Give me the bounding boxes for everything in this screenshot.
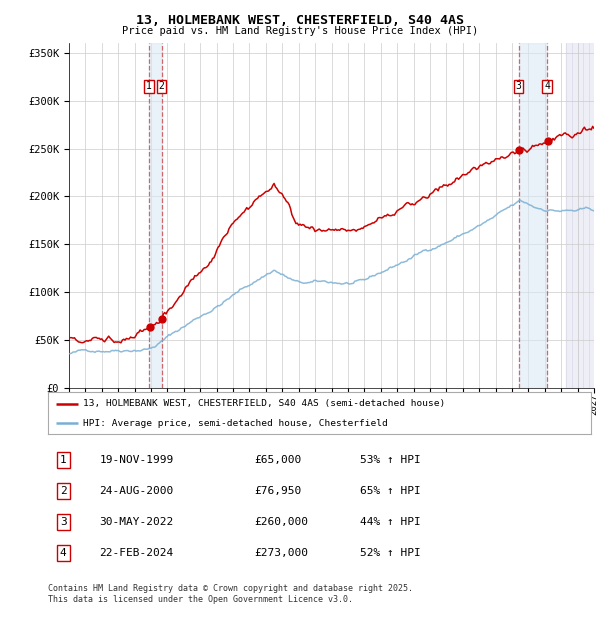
Bar xyxy=(566,43,594,388)
Text: 3: 3 xyxy=(516,81,521,91)
Text: £260,000: £260,000 xyxy=(254,517,308,527)
Text: 22-FEB-2024: 22-FEB-2024 xyxy=(100,548,174,558)
Text: £76,950: £76,950 xyxy=(254,486,302,496)
Text: Contains HM Land Registry data © Crown copyright and database right 2025.: Contains HM Land Registry data © Crown c… xyxy=(48,584,413,593)
Text: 1: 1 xyxy=(146,81,152,91)
Text: 4: 4 xyxy=(544,81,550,91)
Text: 2: 2 xyxy=(158,81,164,91)
Text: 4: 4 xyxy=(60,548,67,558)
Text: 24-AUG-2000: 24-AUG-2000 xyxy=(100,486,174,496)
Text: 52% ↑ HPI: 52% ↑ HPI xyxy=(360,548,421,558)
Text: 53% ↑ HPI: 53% ↑ HPI xyxy=(360,455,421,465)
Bar xyxy=(518,43,547,388)
Text: 1: 1 xyxy=(60,455,67,465)
Text: 30-MAY-2022: 30-MAY-2022 xyxy=(100,517,174,527)
Text: This data is licensed under the Open Government Licence v3.0.: This data is licensed under the Open Gov… xyxy=(48,595,353,604)
Text: £65,000: £65,000 xyxy=(254,455,302,465)
Text: 19-NOV-1999: 19-NOV-1999 xyxy=(100,455,174,465)
Bar xyxy=(149,43,161,388)
Text: 44% ↑ HPI: 44% ↑ HPI xyxy=(360,517,421,527)
Text: Price paid vs. HM Land Registry's House Price Index (HPI): Price paid vs. HM Land Registry's House … xyxy=(122,26,478,36)
Text: 13, HOLMEBANK WEST, CHESTERFIELD, S40 4AS: 13, HOLMEBANK WEST, CHESTERFIELD, S40 4A… xyxy=(136,14,464,27)
Text: 3: 3 xyxy=(60,517,67,527)
Text: 2: 2 xyxy=(60,486,67,496)
Text: 13, HOLMEBANK WEST, CHESTERFIELD, S40 4AS (semi-detached house): 13, HOLMEBANK WEST, CHESTERFIELD, S40 4A… xyxy=(83,399,446,408)
Text: 65% ↑ HPI: 65% ↑ HPI xyxy=(360,486,421,496)
Text: HPI: Average price, semi-detached house, Chesterfield: HPI: Average price, semi-detached house,… xyxy=(83,419,388,428)
Text: £273,000: £273,000 xyxy=(254,548,308,558)
